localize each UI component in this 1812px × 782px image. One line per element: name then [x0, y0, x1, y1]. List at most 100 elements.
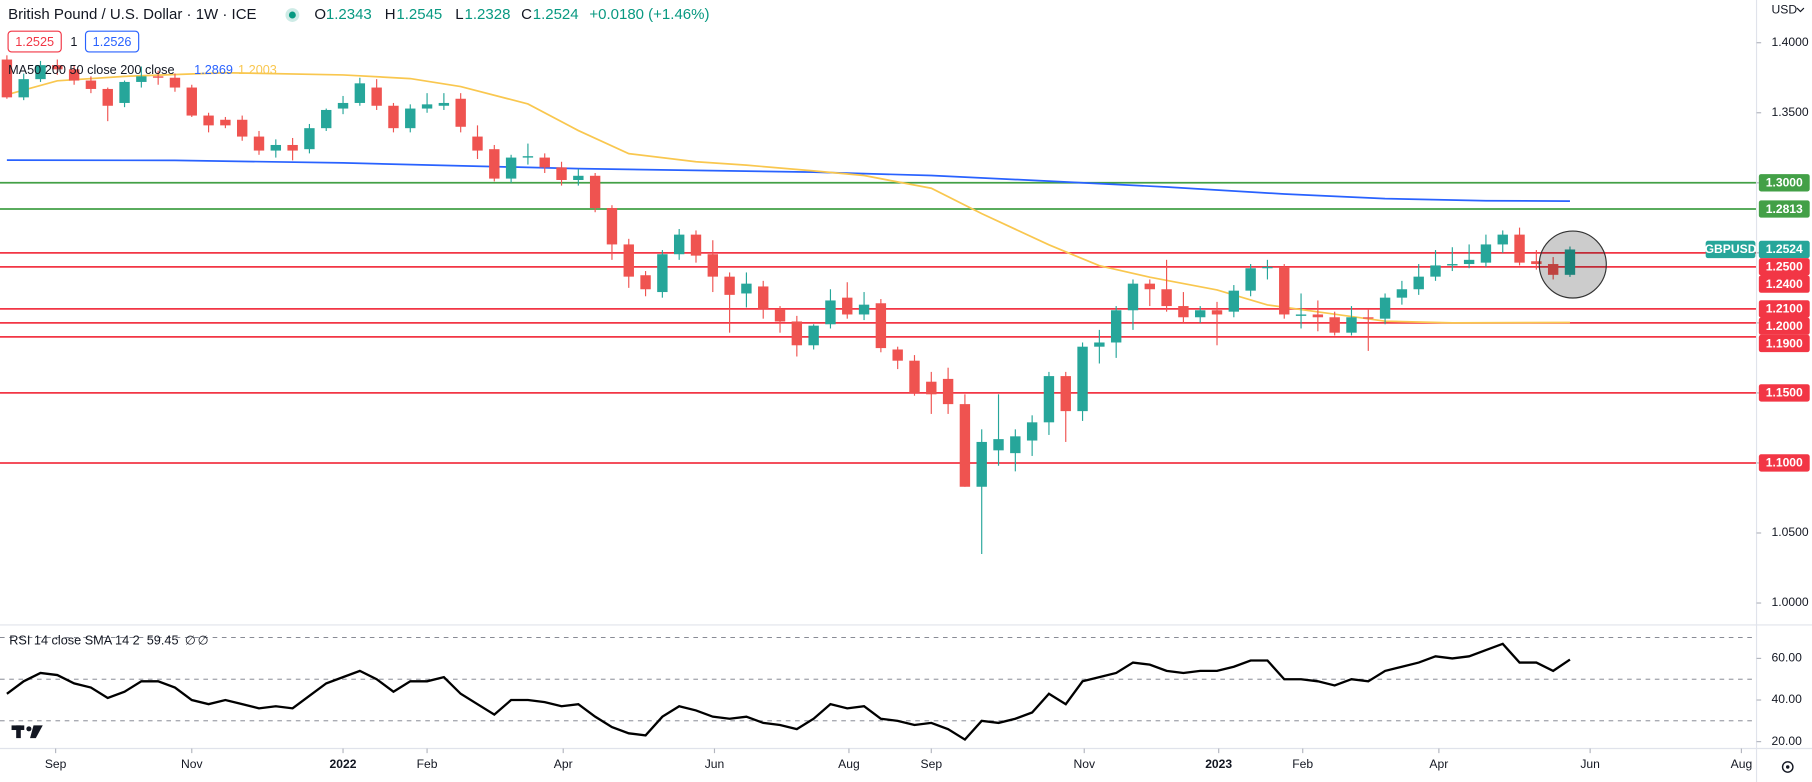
candle-body [203, 115, 214, 126]
logo-part [30, 725, 43, 739]
price-tag-label: 1.1500 [1766, 386, 1803, 400]
candle-body [942, 378, 954, 405]
moving-average [6, 71, 1570, 324]
candle-body [1161, 289, 1172, 307]
logo-part [16, 725, 21, 739]
rsi-tick-label: 40.00 [1772, 692, 1803, 706]
candle-body [1127, 283, 1139, 311]
sell-price[interactable]: 1.2525 [15, 35, 54, 49]
candle-body [589, 175, 601, 209]
candle-body [119, 81, 130, 103]
x-tick-label: Jun [1580, 757, 1600, 771]
candle-body [253, 136, 265, 151]
price-tag [1758, 454, 1810, 472]
buy-price[interactable]: 1.2526 [93, 35, 132, 49]
buy-button[interactable] [84, 30, 140, 53]
candle-body [606, 208, 618, 245]
candle-body [1110, 310, 1122, 343]
candle-body [758, 286, 769, 309]
candle-body [791, 321, 803, 346]
rsi-layer [0, 637, 1757, 742]
logo [11, 725, 43, 739]
candle-body [489, 149, 500, 179]
settings-icon[interactable] [1781, 761, 1794, 773]
candle-body [35, 65, 46, 80]
candles-layer [1, 55, 1576, 554]
ma-layer [6, 71, 1570, 324]
price-tag [1758, 384, 1810, 402]
rsi-extra: ∅ [198, 633, 209, 647]
candle-body [287, 144, 298, 151]
candle-body [1060, 376, 1071, 412]
candle-body [623, 244, 634, 277]
candle-body [371, 87, 382, 106]
candle-body [959, 404, 971, 487]
candle-body [1463, 259, 1475, 265]
currency-caret[interactable] [1796, 7, 1805, 13]
candle-body [1211, 310, 1223, 315]
candle-body [1430, 265, 1441, 277]
rsi-value: 59.45 [147, 633, 179, 647]
x-tick-label: Aug [838, 757, 860, 771]
candle-body [1010, 436, 1021, 454]
candle-body [102, 88, 113, 106]
price-tag-label: 1.2100 [1766, 302, 1803, 316]
sell-button[interactable] [7, 30, 62, 53]
indicator-label: MA50 200 50 close 200 close [8, 63, 175, 77]
ma-legend-value: 1.2869 [194, 63, 233, 77]
x-tick-label: 2023 [1205, 757, 1232, 771]
rsi-tick-label: 60.00 [1772, 651, 1803, 665]
price-tag [1758, 275, 1810, 293]
candle-body [573, 175, 584, 180]
price-tag [1758, 258, 1810, 276]
x-tick-label: Sep [45, 757, 67, 771]
y-tick-label: 1.0000 [1772, 595, 1809, 609]
candle-body [1379, 297, 1391, 319]
x-tick-label: Apr [554, 757, 573, 771]
candle-body [808, 325, 819, 346]
price-tag-label: 1.1000 [1766, 456, 1803, 470]
candle-body [304, 128, 315, 150]
candle-body [1195, 310, 1206, 318]
candle-body [1245, 268, 1256, 291]
rsi-label: RSI 14 close SMA 14 2 [9, 633, 139, 647]
close-label: C [521, 6, 532, 23]
candle-body [152, 76, 164, 78]
price-tag [1758, 300, 1810, 318]
axis-layer: 1.4000 1.3500 1.3000 1.2500 1.2000 1.1500 1.10… [45, 35, 1810, 771]
low-value: 1.2328 [465, 6, 511, 23]
settings-icon-center[interactable] [1785, 765, 1790, 769]
candle-body [505, 157, 517, 179]
candle-body [993, 439, 1004, 451]
price-tag-label: 1.2813 [1766, 202, 1803, 216]
candle-body [825, 300, 836, 325]
candle-body [707, 254, 718, 277]
candle-body [1228, 290, 1240, 312]
candle-body [673, 234, 685, 255]
moving-average [6, 159, 1570, 203]
x-tick-label: Jun [705, 757, 725, 771]
price-tag [1758, 317, 1810, 335]
candle-body [1514, 234, 1525, 263]
candle-body [1396, 289, 1408, 298]
candle-body [842, 297, 853, 315]
candle-body [1480, 244, 1492, 263]
x-tick-label: 2022 [330, 757, 357, 771]
candle-body [220, 119, 231, 126]
currency-label[interactable]: USD [1772, 3, 1798, 17]
price-tag-label: 1.3000 [1766, 176, 1803, 190]
candle-body [976, 441, 987, 487]
candle-body [270, 144, 282, 151]
candle-body [18, 79, 29, 98]
price-tag-label: 1.2524 [1766, 242, 1803, 256]
candle-body [236, 119, 248, 137]
candle-body [472, 136, 483, 151]
candle-body [556, 167, 567, 180]
candle-body [1, 59, 13, 98]
ma-legend-value: 1.2003 [238, 63, 277, 77]
candle-body [892, 349, 903, 361]
x-tick-label: Feb [417, 757, 438, 771]
y-tick-label: 1.0500 [1772, 525, 1809, 539]
candle-body [1564, 249, 1576, 275]
candle-body [539, 157, 550, 168]
